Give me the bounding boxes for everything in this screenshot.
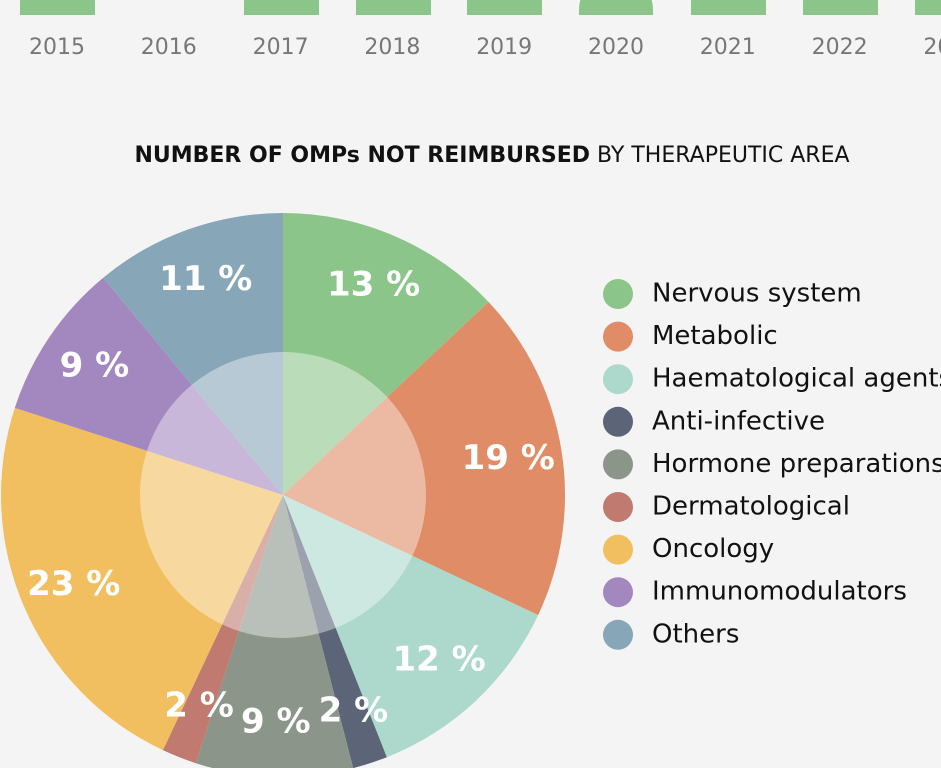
bar-fragment <box>244 0 319 15</box>
slice-label: 9 % <box>241 701 311 741</box>
title-bold: NUMBER OF OMPs NOT REIMBURSED <box>134 143 590 168</box>
slice-label: 19 % <box>462 438 555 478</box>
bar-fragment <box>467 0 542 15</box>
legend-swatch <box>603 279 633 309</box>
pie-slice <box>103 213 284 495</box>
legend-swatch <box>603 492 633 522</box>
pie-slice <box>14 277 283 495</box>
chart-title: NUMBER OF OMPs NOT REIMBURSED BY THERAPE… <box>134 143 849 168</box>
legend-swatch <box>603 577 633 608</box>
legend-swatch <box>603 449 633 480</box>
legend-swatch <box>603 534 633 565</box>
bar-fragment <box>20 0 95 15</box>
pie-slice <box>283 301 566 616</box>
pie-slice <box>162 495 283 764</box>
x-tick-label: 2016 <box>141 35 197 60</box>
x-tick-label: 2023 <box>923 35 941 60</box>
pie-slice <box>0 407 283 751</box>
pie-slice <box>283 495 387 768</box>
x-tick-label: 2019 <box>476 35 532 60</box>
bar-fragment <box>691 0 766 15</box>
legend-label: Others <box>652 619 739 649</box>
slice-label: 12 % <box>392 640 485 680</box>
x-tick-label: 2021 <box>700 35 756 60</box>
top-bars <box>20 0 941 15</box>
bar-fragment <box>579 0 653 15</box>
slice-label: 2 % <box>164 685 234 725</box>
slice-label: 9 % <box>60 345 130 385</box>
legend-swatch <box>603 406 633 437</box>
legend-label: Oncology <box>652 534 774 564</box>
bar-fragment <box>915 0 941 15</box>
x-tick-label: 2022 <box>812 35 868 60</box>
legend-label: Nervous system <box>652 279 862 309</box>
pie-slice <box>195 495 354 768</box>
x-tick-label: 2015 <box>29 35 85 60</box>
legend-label: Haematological agents <box>652 364 941 394</box>
bar-fragment <box>356 0 431 15</box>
x-tick-label: 2020 <box>588 35 644 60</box>
pie-slice <box>283 495 539 758</box>
legend-label: Immunomodulators <box>652 577 907 607</box>
slice-label: 13 % <box>327 264 420 304</box>
legend-swatch <box>603 321 633 352</box>
legend-label: Metabolic <box>652 321 778 351</box>
slice-label: 2 % <box>319 690 389 730</box>
x-tick-label: 2017 <box>253 35 309 60</box>
legend-label: Anti-infective <box>652 406 825 436</box>
slice-label: 11 % <box>159 259 252 299</box>
title-regular: BY THERAPEUTIC AREA <box>597 143 849 168</box>
pie-slice <box>283 213 489 495</box>
legend-swatch <box>603 619 633 650</box>
legend-label: Dermatological <box>652 492 850 522</box>
slice-label: 23 % <box>27 564 120 604</box>
legend-swatch <box>603 364 633 395</box>
x-tick-label: 2018 <box>364 35 420 60</box>
inner-highlight <box>140 352 426 638</box>
bar-fragment <box>803 0 878 15</box>
legend-label: Hormone preparations <box>652 449 941 479</box>
